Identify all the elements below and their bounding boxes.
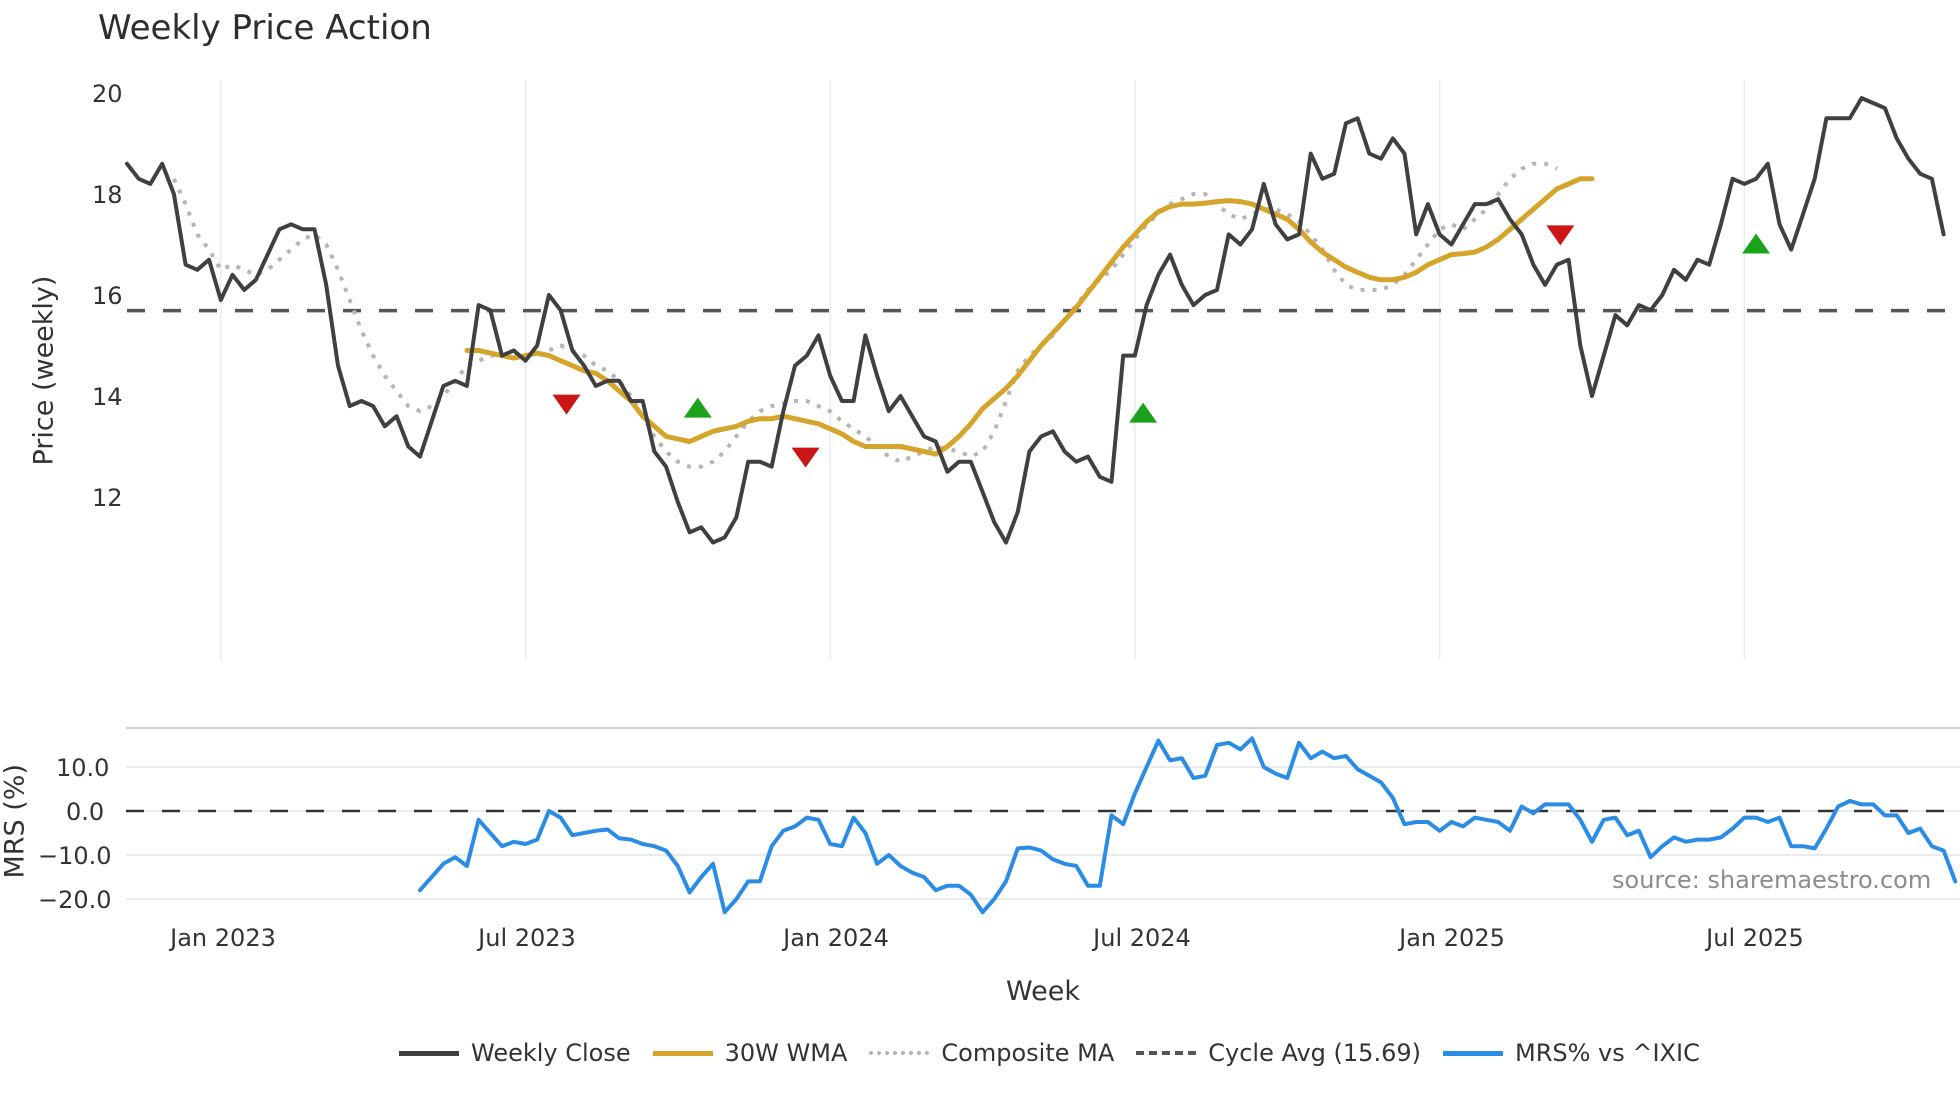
legend-label: Weekly Close	[471, 1039, 631, 1067]
legend-item-30w-wma: 30W WMA	[652, 1039, 848, 1067]
mrs-tick-0: 0.0	[66, 798, 105, 826]
chart-title: Weekly Price Action	[98, 8, 432, 48]
legend-item-cycle-avg: Cycle Avg (15.69)	[1136, 1039, 1421, 1067]
wma-line	[464, 176, 1595, 457]
y-tick-12: 12	[92, 484, 123, 512]
weekly-close-line	[125, 96, 1946, 545]
sell-signal-triangle-icon	[1546, 225, 1575, 246]
y-tick-16: 16	[92, 282, 123, 310]
x-tick-jul-2025: Jul 2025	[1706, 924, 1804, 952]
y-tick-18: 18	[92, 181, 123, 209]
legend-swatch-composite	[869, 1051, 930, 1055]
x-axis-title: Week	[1006, 976, 1080, 1007]
mrs-series	[126, 736, 1960, 915]
legend-item-composite-ma: Composite MA	[869, 1039, 1114, 1067]
buy-signal-triangle-icon	[1129, 402, 1158, 423]
price-gridlines	[220, 80, 1746, 660]
y-tick-20: 20	[92, 80, 123, 108]
legend-label: MRS% vs ^IXIC	[1514, 1039, 1700, 1067]
legend-item-mrs: MRS% vs ^IXIC	[1442, 1039, 1700, 1067]
price-series	[125, 96, 1960, 545]
x-tick-jan-2025: Jan 2025	[1399, 924, 1505, 952]
legend-swatch-cycle	[1136, 1051, 1197, 1055]
x-tick-jan-2023: Jan 2023	[170, 924, 276, 952]
price-axis-label: Price (weekly)	[28, 275, 60, 466]
signal-markers	[552, 225, 1771, 468]
mrs-tick-neg10: −10.0	[38, 842, 112, 870]
buy-signal-triangle-icon	[683, 397, 712, 418]
legend-swatch-wma	[652, 1050, 713, 1056]
legend: Weekly Close 30W WMA Composite MA Cycle …	[399, 1036, 1722, 1070]
legend-swatch-mrs	[1442, 1050, 1503, 1056]
mrs-tick-10: 10.0	[56, 754, 110, 782]
legend-swatch-close	[399, 1050, 459, 1056]
x-tick-jul-2024: Jul 2024	[1093, 924, 1191, 952]
sell-signal-triangle-icon	[552, 394, 581, 415]
legend-item-weekly-close: Weekly Close	[399, 1039, 631, 1067]
legend-label: Cycle Avg (15.69)	[1208, 1039, 1421, 1067]
mrs-line	[418, 736, 1958, 915]
source-label: source: sharemaestro.com	[1612, 866, 1932, 894]
mrs-axis-label: MRS (%)	[0, 764, 31, 879]
x-tick-jul-2023: Jul 2023	[478, 924, 576, 952]
y-tick-14: 14	[92, 383, 123, 411]
x-tick-jan-2024: Jan 2024	[783, 924, 889, 952]
legend-label: 30W WMA	[724, 1039, 848, 1067]
buy-signal-triangle-icon	[1742, 233, 1771, 254]
sell-signal-triangle-icon	[791, 447, 820, 468]
legend-label: Composite MA	[941, 1039, 1115, 1067]
mrs-tick-neg20: −20.0	[38, 886, 112, 914]
